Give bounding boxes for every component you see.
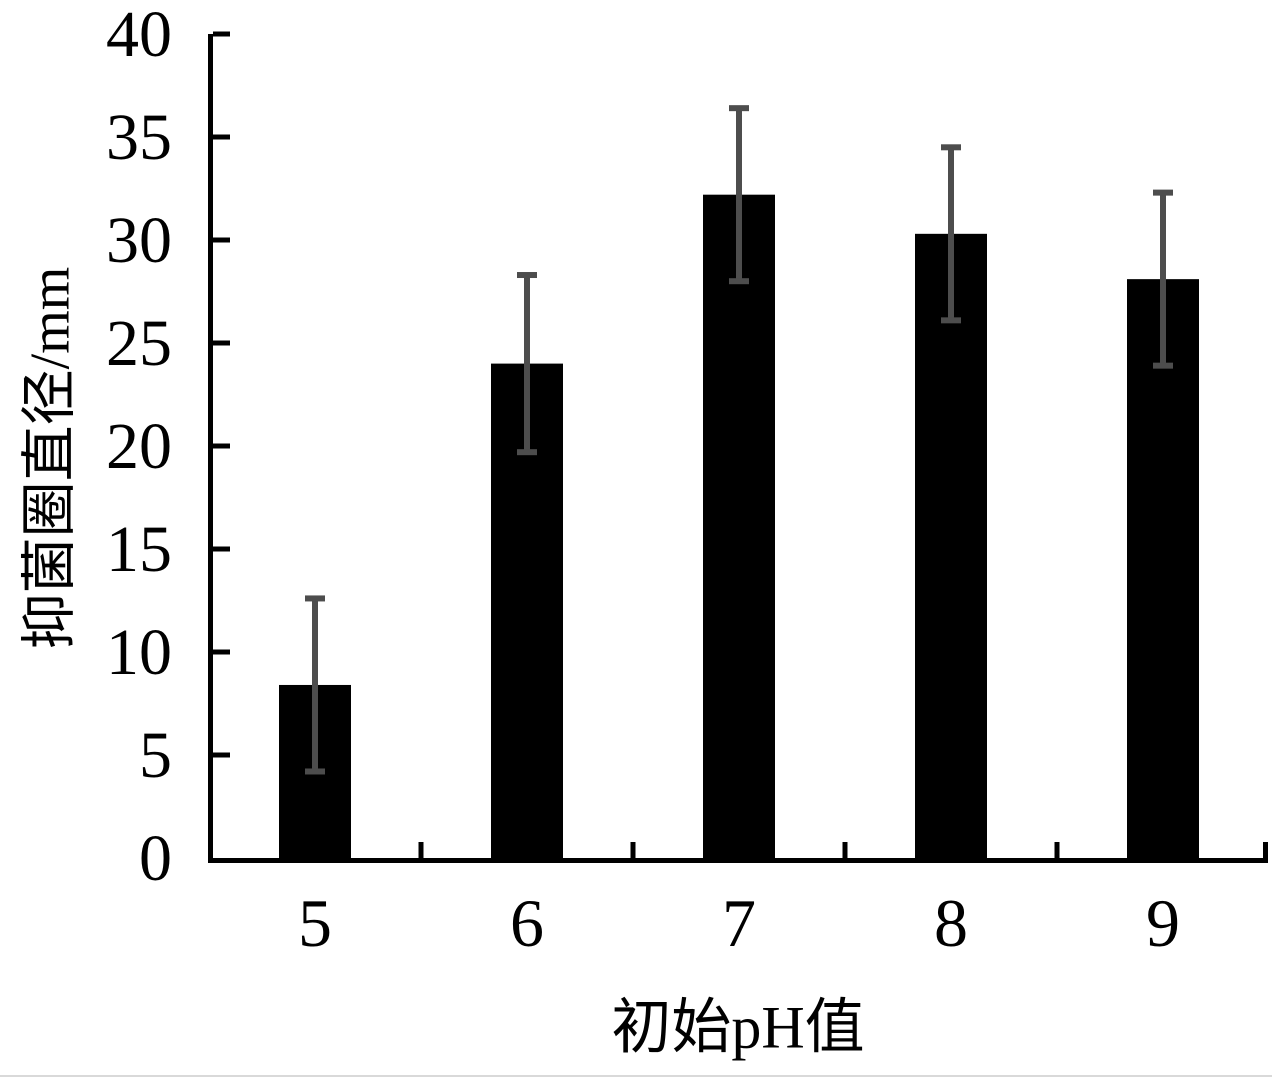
y-tick-10 [213,649,230,655]
y-axis-line [208,34,213,863]
x-tick-mid-0 [418,842,424,858]
y-tick-40 [213,31,230,37]
y-tick-label-15: 15 [106,513,172,586]
y-tick-30 [213,237,230,243]
y-tick-25 [213,340,230,346]
y-tick-label-30: 30 [106,204,172,277]
error-bar-cap-bottom-ph9 [1153,362,1173,369]
bottom-divider-line [0,1075,1272,1077]
error-bar-cap-top-ph8 [941,144,961,151]
error-bar-stem-ph5 [312,598,318,772]
y-tick-35 [213,134,230,140]
y-tick-label-35: 35 [106,101,172,174]
error-bar-stem-ph6 [524,275,530,453]
error-bar-cap-bottom-ph6 [517,449,537,456]
bar-ph8 [915,233,987,858]
error-bar-cap-top-ph7 [729,105,749,112]
y-tick-label-5: 5 [139,719,172,792]
error-bar-cap-top-ph5 [305,595,325,602]
error-bar-cap-bottom-ph8 [941,317,961,324]
y-tick-5 [213,752,230,758]
x-tick-label-8: 8 [934,885,968,961]
x-axis-line [208,858,1268,863]
y-tick-15 [213,546,230,552]
y-tick-label-25: 25 [106,307,172,380]
y-tick-label-20: 20 [106,410,172,483]
bar-ph7 [703,194,775,858]
x-tick-end [1263,842,1268,858]
x-tick-mid-3 [1054,842,1060,858]
y-tick-20 [213,443,230,449]
y-tick-label-10: 10 [106,616,172,689]
error-bar-cap-top-ph9 [1153,189,1173,196]
x-axis-title: 初始pH值 [611,994,865,1061]
x-tick-label-9: 9 [1146,885,1180,961]
x-tick-mid-2 [842,842,848,858]
x-tick-label-7: 7 [722,885,756,961]
y-axis-title: 抑菌圈直径/mm [19,266,82,650]
x-tick-label-5: 5 [298,885,332,961]
error-bar-cap-bottom-ph5 [305,768,325,775]
y-tick-label-0: 0 [139,822,172,895]
error-bar-stem-ph8 [948,147,954,321]
error-bar-stem-ph9 [1160,192,1166,366]
error-bar-stem-ph7 [736,108,742,282]
x-tick-label-6: 6 [510,885,544,961]
error-bar-cap-top-ph6 [517,272,537,279]
y-tick-label-40: 40 [106,0,172,71]
bar-ph9 [1127,279,1199,858]
x-tick-mid-1 [630,842,636,858]
error-bar-cap-bottom-ph7 [729,278,749,285]
